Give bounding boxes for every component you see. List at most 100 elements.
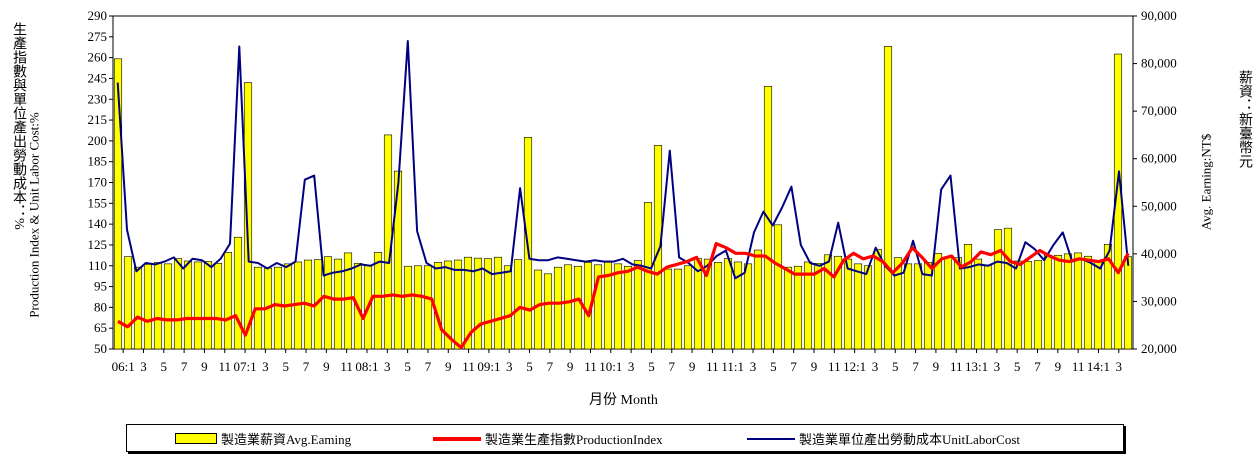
x-tick-label: 14:1 xyxy=(1087,359,1110,374)
x-tick-label: 11 xyxy=(462,359,475,374)
production-index-line xyxy=(117,242,1130,350)
earning-bar xyxy=(553,266,563,350)
x-tick-label: 08:1 xyxy=(355,359,378,374)
earning-bar xyxy=(413,265,423,350)
earning-bar xyxy=(373,252,383,350)
earning-bar xyxy=(163,263,173,350)
earning-bar xyxy=(873,249,883,350)
earning-bar xyxy=(783,266,793,350)
left-tick-label: 260 xyxy=(88,50,108,65)
legend: 製造業薪資Avg.Eaming 製造業生產指數ProductionIndex 製… xyxy=(126,424,1124,452)
left-tick-label: 275 xyxy=(88,29,108,44)
earning-bar xyxy=(423,265,433,350)
earning-bar xyxy=(473,257,483,350)
earning-bar xyxy=(903,263,913,350)
x-tick-label: 9 xyxy=(567,359,574,374)
earning-bar xyxy=(1053,254,1063,350)
left-tick-label: 215 xyxy=(88,112,108,127)
right-tick-label: 20,000 xyxy=(1141,341,1177,356)
x-tick-label: 3 xyxy=(1116,359,1123,374)
x-tick-label: 7 xyxy=(425,359,432,374)
x-tick-label: 7 xyxy=(181,359,188,374)
earning-bar xyxy=(773,224,783,350)
x-tick-label: 07:1 xyxy=(234,359,257,374)
left-tick-label: 170 xyxy=(88,175,108,190)
earning-bar xyxy=(1033,260,1043,350)
earning-bar xyxy=(713,262,723,350)
earning-bar xyxy=(1093,260,1103,350)
x-tick-label: 12:1 xyxy=(843,359,866,374)
left-tick-label: 125 xyxy=(88,237,108,252)
x-tick-label: 11 xyxy=(950,359,963,374)
right-tick-label: 60,000 xyxy=(1141,151,1177,166)
earning-bar xyxy=(683,265,693,350)
earning-bar xyxy=(1083,255,1093,350)
right-tick-label: 70,000 xyxy=(1141,103,1177,118)
x-tick-label: 7 xyxy=(547,359,554,374)
earning-bar xyxy=(1013,260,1023,350)
left-tick-label: 65 xyxy=(94,320,107,335)
earning-bar xyxy=(893,257,903,350)
earning-bar xyxy=(453,259,463,350)
x-tick-label: 5 xyxy=(648,359,655,374)
earning-bar xyxy=(133,266,143,350)
x-tick-label: 11 xyxy=(340,359,353,374)
earning-bar xyxy=(703,258,713,350)
earning-bar xyxy=(193,261,203,350)
earning-bar xyxy=(1123,256,1133,350)
right-tick-label: 80,000 xyxy=(1141,56,1177,71)
earning-bar xyxy=(543,273,553,350)
x-tick-label: 11 xyxy=(218,359,231,374)
earning-bar xyxy=(1023,261,1033,350)
earning-bar xyxy=(663,268,673,350)
left-axis-vertical-title: 生產指數與單位產出勞動成本：% xyxy=(8,22,26,237)
left-tick-label: 50 xyxy=(94,341,107,356)
x-tick-label: 7 xyxy=(1034,359,1041,374)
earning-bar xyxy=(803,261,813,350)
index-lines xyxy=(116,40,1130,350)
earning-bar xyxy=(233,236,243,350)
earning-bar xyxy=(333,258,343,350)
earning-bar xyxy=(743,263,753,350)
earning-bar xyxy=(573,265,583,350)
earning-bar xyxy=(883,46,893,350)
x-axis-ticks: 06:1 3 5 7 9 11 07:1 3 5 7 9 11 08:1 3 5 7 9 11 09:1 3 5 7 9 11… xyxy=(112,349,1122,374)
x-tick-label: 11 xyxy=(584,359,597,374)
x-tick-label: 9 xyxy=(689,359,696,374)
x-tick-label: 5 xyxy=(404,359,411,374)
earning-bar xyxy=(793,265,803,350)
right-axis-ticks: 20,000 30,000 40,000 50,000 60,000 70,000 80,0… xyxy=(1133,8,1177,356)
earning-bar xyxy=(723,258,733,350)
earning-bar xyxy=(1063,253,1073,350)
x-tick-label: 7 xyxy=(912,359,919,374)
earning-bar xyxy=(223,252,233,350)
earning-bar xyxy=(273,266,283,350)
left-tick-label: 80 xyxy=(94,299,107,314)
left-tick-label: 185 xyxy=(88,154,108,169)
earning-bar xyxy=(643,202,653,350)
earning-bar xyxy=(483,258,493,350)
x-tick-label: 7 xyxy=(790,359,797,374)
earning-bar xyxy=(1043,254,1053,350)
earning-bar xyxy=(753,249,763,350)
earning-bar xyxy=(203,261,213,350)
right-tick-label: 90,000 xyxy=(1141,8,1177,23)
x-tick-label: 11 xyxy=(1072,359,1085,374)
x-tick-label: 9 xyxy=(1055,359,1062,374)
plot-area xyxy=(112,15,1134,350)
earning-bar xyxy=(623,265,633,350)
earning-bar xyxy=(493,256,503,350)
earning-bar xyxy=(243,82,253,350)
left-tick-label: 230 xyxy=(88,91,108,106)
earning-bar xyxy=(1073,252,1083,350)
x-tick-label: 3 xyxy=(140,359,147,374)
earning-bar xyxy=(323,256,333,350)
legend-item-earning: 製造業薪資Avg.Eaming xyxy=(175,429,351,448)
earning-bar xyxy=(533,269,543,350)
x-axis-title: 月份 Month xyxy=(589,393,658,408)
x-tick-label: 11 xyxy=(706,359,719,374)
left-tick-label: 290 xyxy=(88,8,108,23)
earning-bar xyxy=(173,258,183,350)
x-tick-label: 5 xyxy=(1014,359,1021,374)
x-tick-label: 09:1 xyxy=(477,359,500,374)
